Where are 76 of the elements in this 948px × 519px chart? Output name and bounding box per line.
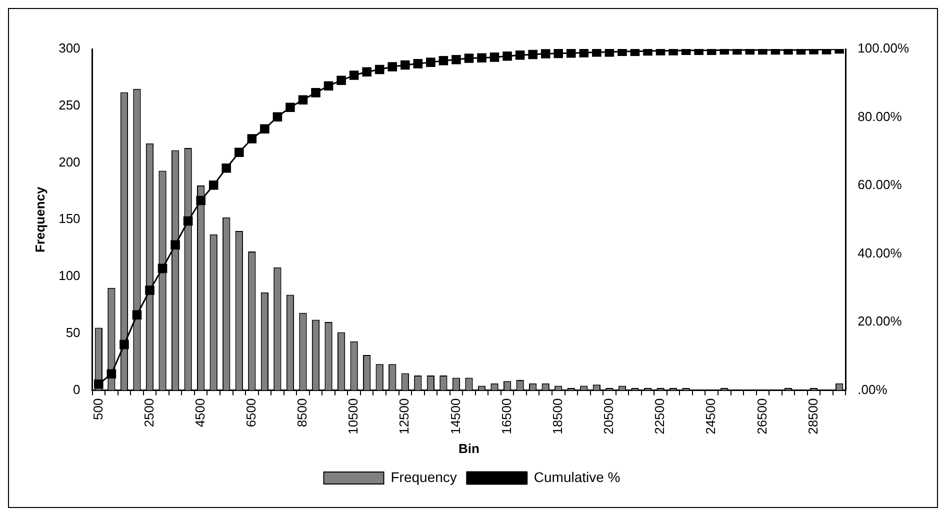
x-tick-label: 10500 bbox=[346, 398, 361, 434]
point bbox=[604, 49, 614, 57]
y2-tick-label: .00% bbox=[858, 382, 888, 397]
x-tick-label: 16500 bbox=[498, 398, 514, 434]
point bbox=[388, 62, 398, 72]
point bbox=[362, 67, 372, 77]
point bbox=[311, 88, 320, 98]
y-tick-label: 0 bbox=[73, 382, 80, 397]
point bbox=[464, 54, 474, 63]
y2-tick-label: 20.00% bbox=[858, 314, 902, 329]
x-tick-label: 18500 bbox=[550, 398, 565, 434]
y-axis-title: Frequency bbox=[32, 186, 48, 252]
point bbox=[438, 56, 448, 66]
point bbox=[554, 49, 564, 58]
x-tick-label: 4500 bbox=[192, 398, 208, 428]
y-tick-label: 300 bbox=[58, 40, 80, 56]
y-tick-label: 100 bbox=[58, 268, 80, 284]
x-tick-label: 8500 bbox=[294, 398, 310, 428]
point bbox=[324, 81, 334, 90]
point bbox=[400, 60, 410, 70]
x-tick-label: 500 bbox=[90, 398, 106, 420]
point bbox=[643, 49, 652, 56]
point bbox=[540, 49, 550, 58]
point bbox=[222, 163, 232, 173]
point bbox=[515, 50, 525, 60]
x-tick-label: 12500 bbox=[396, 398, 412, 434]
y2-tick-label: 100.00% bbox=[858, 40, 910, 56]
point bbox=[158, 264, 168, 274]
point bbox=[618, 49, 627, 56]
point bbox=[528, 50, 538, 60]
point bbox=[120, 340, 129, 350]
x-tick-label: 6500 bbox=[243, 398, 258, 428]
point bbox=[336, 76, 346, 86]
point bbox=[234, 148, 244, 158]
point bbox=[374, 64, 384, 74]
point bbox=[502, 52, 512, 61]
y-tick-label: 200 bbox=[58, 154, 80, 170]
point bbox=[426, 58, 436, 67]
point bbox=[452, 54, 461, 64]
legend-label: Frequency bbox=[390, 468, 457, 485]
point bbox=[247, 134, 257, 144]
point bbox=[490, 52, 500, 62]
point bbox=[272, 112, 282, 122]
point bbox=[579, 49, 589, 58]
y2-tick-label: 40.00% bbox=[858, 245, 902, 260]
point bbox=[592, 49, 602, 57]
legend-label: Cumulative % bbox=[534, 468, 620, 485]
y-tick-label: 50 bbox=[66, 324, 80, 340]
point bbox=[145, 286, 154, 295]
point bbox=[94, 379, 104, 389]
x-tick-label: 20500 bbox=[601, 398, 616, 434]
point bbox=[286, 102, 295, 112]
point bbox=[132, 310, 142, 320]
x-tick-label: 2500 bbox=[141, 398, 156, 428]
point bbox=[106, 369, 116, 379]
y2-tick-label: 80.00% bbox=[858, 108, 902, 124]
point bbox=[170, 240, 180, 250]
x-tick-label: 26500 bbox=[754, 398, 770, 434]
x-axis-title: Bin bbox=[458, 440, 480, 456]
point bbox=[349, 70, 359, 80]
point bbox=[196, 196, 206, 206]
point bbox=[630, 49, 640, 56]
point bbox=[477, 53, 486, 63]
x-tick-label: 28500 bbox=[805, 398, 820, 434]
y2-tick-label: 60.00% bbox=[858, 177, 902, 192]
x-tick-label: 24500 bbox=[703, 398, 718, 434]
point bbox=[413, 59, 423, 68]
point bbox=[566, 49, 576, 58]
y-tick-label: 250 bbox=[58, 97, 80, 112]
point bbox=[208, 180, 218, 190]
y-tick-label: 150 bbox=[58, 211, 80, 226]
x-tick-label: 22500 bbox=[652, 398, 668, 434]
x-tick-label: 14500 bbox=[448, 398, 463, 434]
point bbox=[183, 216, 193, 226]
point bbox=[260, 124, 270, 134]
point bbox=[298, 95, 308, 104]
